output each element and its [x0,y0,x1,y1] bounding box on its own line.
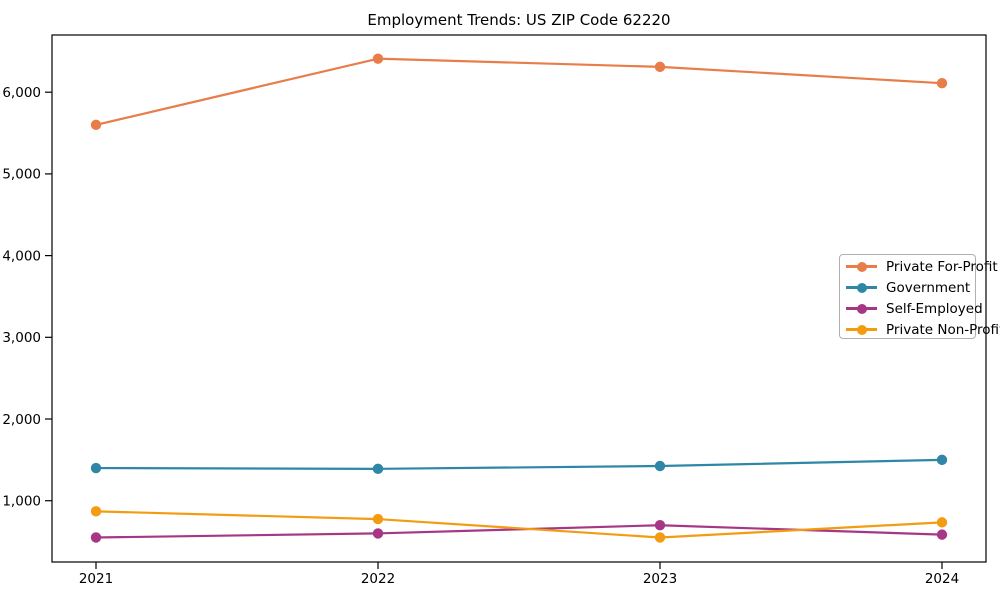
data-point-government [90,462,102,474]
legend-dot-marker [856,303,867,314]
data-point-private-non-profit [90,506,102,517]
data-point-government [372,463,384,475]
data-point-government [936,454,948,466]
data-point-private-non-profit [372,513,384,525]
series-line-private-non-profit [95,510,943,539]
data-point-self-employed [372,528,384,539]
series-line-private-for-profit [95,57,943,126]
data-point-self-employed [654,520,666,531]
data-point-private-non-profit [936,517,948,528]
legend-dot-marker [856,282,867,293]
x-axis-tick-label: 2022 [361,571,395,587]
legend-item: Private Non-Profit [840,319,1000,340]
x-axis-tick-label: 2023 [643,571,677,587]
legend-dot-marker [856,261,867,272]
legend-label: Private Non-Profit [886,321,1000,338]
x-axis-tick-label: 2021 [79,571,113,587]
legend-line-marker [846,324,877,335]
plot-frame [51,34,987,563]
legend: Private For-Profit Government Self-Emplo… [839,254,1000,340]
y-axis-tick-label: 1,000 [2,494,41,510]
legend-item: Self-Employed [840,298,983,319]
y-axis-tick-label: 5,000 [2,167,41,183]
series-line-self-employed [95,524,943,539]
data-point-private-for-profit [936,78,948,89]
legend-dot-marker [856,324,867,335]
legend-label: Government [886,279,971,296]
data-point-private-for-profit [654,61,666,73]
legend-label: Self-Employed [886,300,983,317]
data-point-private-for-profit [90,119,102,131]
data-point-private-for-profit [372,53,384,64]
legend-line-marker [846,303,877,314]
data-point-self-employed [936,529,948,540]
legend-line-marker [846,261,877,272]
y-axis-tick-label: 2,000 [2,412,41,428]
y-axis-tick-label: 6,000 [2,85,41,101]
x-axis-tick-label: 2024 [925,571,959,587]
data-point-government [654,460,666,472]
data-point-self-employed [90,532,102,543]
data-point-private-non-profit [654,532,666,543]
chart-title: Employment Trends: US ZIP Code 62220 [367,11,671,29]
legend-item: Government [840,277,975,298]
legend-line-marker [846,282,877,293]
legend-label: Private For-Profit [886,258,998,275]
y-axis-tick-label: 3,000 [2,330,41,346]
legend-item: Private For-Profit [840,256,998,277]
y-axis-tick-label: 4,000 [2,248,41,264]
series-line-government [95,458,943,470]
